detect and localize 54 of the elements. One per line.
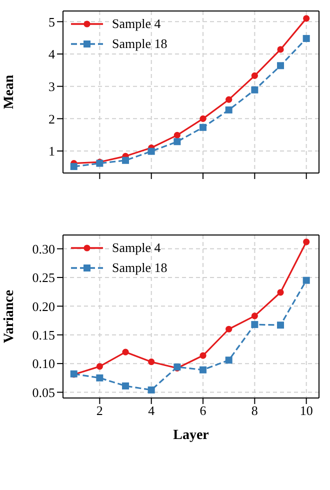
point <box>303 15 310 22</box>
point <box>226 326 232 332</box>
x-tick-label: 8 <box>251 403 258 418</box>
legend-label: Sample 4 <box>112 240 161 256</box>
point <box>251 321 258 328</box>
point <box>277 322 284 329</box>
y-tick-label: 3 <box>48 78 55 94</box>
point <box>122 382 130 390</box>
point <box>200 352 206 359</box>
y-tick-label: 0.05 <box>32 384 55 400</box>
y-tick-label: 0.10 <box>32 356 55 372</box>
point <box>277 62 284 70</box>
point <box>122 348 129 356</box>
y-tick-label: 0.20 <box>32 298 55 314</box>
point <box>277 46 284 53</box>
point <box>96 374 104 382</box>
y-axis-title: Variance <box>2 290 17 344</box>
point <box>251 86 258 94</box>
y-tick-label: 4 <box>48 46 56 62</box>
point <box>174 138 181 146</box>
point <box>148 386 155 394</box>
point <box>251 312 258 320</box>
x-tick-label: 2 <box>96 403 103 418</box>
point <box>148 358 155 366</box>
legend-label: Sample 18 <box>112 36 168 52</box>
point <box>251 72 258 79</box>
point <box>200 366 207 374</box>
point <box>277 289 284 296</box>
x-tick-label: 10 <box>300 403 313 418</box>
point <box>302 276 310 284</box>
x-tick-label: 6 <box>200 403 207 418</box>
y-tick-label: 2 <box>48 111 55 126</box>
point <box>225 356 232 364</box>
y-tick-label: 1 <box>48 144 55 159</box>
y-tick-label: 0.30 <box>32 241 55 256</box>
point <box>122 156 130 164</box>
point <box>200 124 207 131</box>
x-tick-label: 4 <box>148 403 156 418</box>
point <box>96 363 103 370</box>
y-axis-title: Mean <box>2 74 17 110</box>
legend-label: Sample 4 <box>112 16 161 32</box>
point <box>148 148 155 155</box>
y-tick-label: 5 <box>48 14 55 30</box>
y-tick-label: 0.25 <box>32 270 55 286</box>
point <box>200 115 206 122</box>
point <box>302 34 310 42</box>
legend-label: Sample 18 <box>112 260 168 276</box>
point <box>225 106 232 114</box>
point <box>303 238 310 246</box>
point <box>226 96 232 103</box>
y-tick-label: 0.15 <box>32 327 55 342</box>
point <box>174 132 180 138</box>
x-axis-title: Layer <box>173 428 209 443</box>
point <box>70 163 78 170</box>
